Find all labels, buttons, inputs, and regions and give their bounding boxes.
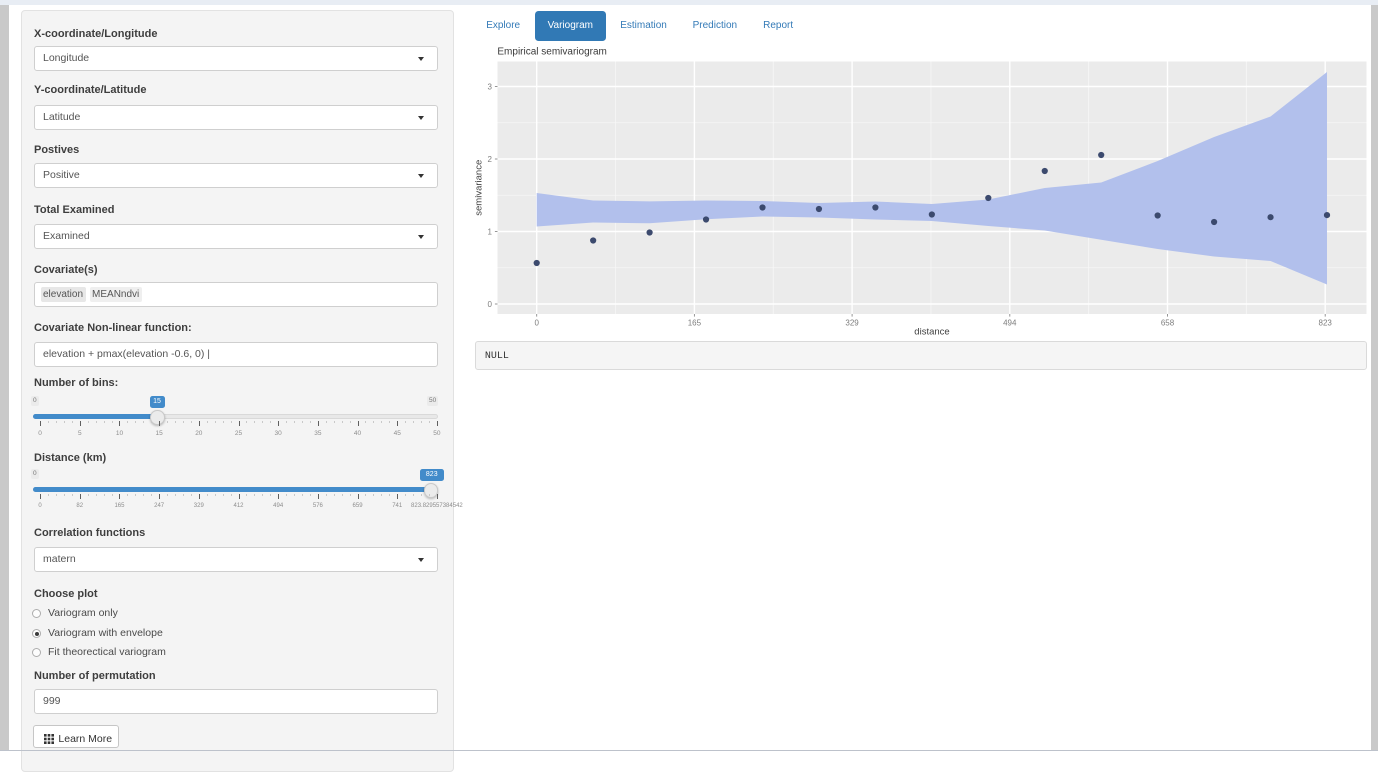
svg-text:semivariance: semivariance	[475, 160, 485, 216]
svg-text:0: 0	[488, 300, 493, 309]
svg-text:823: 823	[1319, 319, 1333, 328]
svg-text:494: 494	[1003, 319, 1017, 328]
svg-text:Empirical semivariogram: Empirical semivariogram	[497, 47, 606, 58]
svg-text:distance: distance	[914, 327, 949, 337]
svg-text:165: 165	[688, 319, 702, 328]
svg-text:3: 3	[488, 83, 493, 92]
svg-text:1: 1	[488, 228, 493, 237]
svg-text:2: 2	[488, 155, 493, 164]
svg-text:658: 658	[1161, 319, 1175, 328]
svg-text:329: 329	[845, 319, 859, 328]
svg-text:0: 0	[534, 319, 539, 328]
